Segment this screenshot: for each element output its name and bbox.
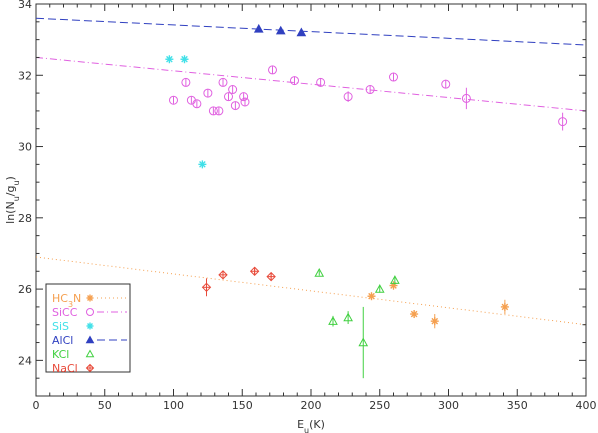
sicc-data-point xyxy=(389,72,398,82)
legend-label-nacl: NaCl xyxy=(52,362,78,375)
x-axis-label: Eu(K) xyxy=(297,418,325,433)
legend-label-sis: SiS xyxy=(52,320,69,333)
legend-marker-kcl xyxy=(85,349,95,358)
kcl-data-point xyxy=(358,306,369,379)
hc3n-fit-line xyxy=(36,256,586,326)
sicc-data-point xyxy=(290,76,299,86)
legend-label-kcl: KCl xyxy=(52,348,69,361)
alcl-data-point xyxy=(296,27,307,37)
hc3n-data-point xyxy=(389,281,398,290)
sicc-data-point xyxy=(203,88,213,98)
hc3n-data-point xyxy=(410,310,419,319)
sicc-data-point xyxy=(208,106,218,116)
sicc-data-point xyxy=(316,77,326,87)
x-tick-label: 350 xyxy=(507,399,528,412)
legend-marker-sicc xyxy=(86,308,94,316)
y-tick-label: 26 xyxy=(18,283,32,296)
hc3n-data-point xyxy=(500,299,509,315)
kcl-data-point xyxy=(343,311,353,325)
sis-data-point xyxy=(198,160,207,169)
sicc-data-point xyxy=(218,77,228,87)
sicc-data-point xyxy=(461,87,471,110)
legend-marker-hc3n xyxy=(86,294,94,302)
kcl-data-point xyxy=(390,275,400,285)
hc3n-data-point xyxy=(430,314,439,329)
x-tick-label: 150 xyxy=(232,399,253,412)
y-tick-label: 30 xyxy=(18,141,32,154)
y-tick-label: 32 xyxy=(18,69,32,82)
legend-label-hc3n: HC3N xyxy=(52,292,81,309)
x-tick-label: 0 xyxy=(33,399,40,412)
sicc-data-point xyxy=(268,65,277,75)
legend-marker-alcl xyxy=(85,335,95,344)
sicc-data-point xyxy=(558,112,568,131)
legend-label-sicc: SiCC xyxy=(52,306,78,319)
sicc-data-point xyxy=(181,77,191,87)
axis-ticks: 0 50 100 150 200 250 300 350 400 24 26 28 30 32 34 xyxy=(18,0,597,412)
legend-label-alcl: AlCl xyxy=(52,334,73,347)
x-tick-label: 300 xyxy=(438,399,459,412)
sicc-data-point xyxy=(343,91,353,102)
sicc-data-point xyxy=(240,97,250,107)
sis-data-point xyxy=(165,55,174,64)
sicc-fit-line xyxy=(36,56,586,112)
sicc-data-point xyxy=(230,101,240,111)
sicc-data-point xyxy=(441,79,451,89)
sicc-data-point xyxy=(192,99,202,109)
sicc-data-point xyxy=(224,92,233,102)
x-tick-label: 250 xyxy=(369,399,390,412)
y-tick-label: 24 xyxy=(18,354,32,367)
alcl-fit-line xyxy=(36,17,586,46)
y-tick-label: 34 xyxy=(18,0,32,11)
legend-marker-sis xyxy=(86,322,94,330)
y-axis-label: ln(Nu/gu) xyxy=(4,176,21,224)
alcl-data-point xyxy=(253,23,264,33)
nacl-data-point xyxy=(218,270,228,280)
x-tick-label: 50 xyxy=(98,399,112,412)
hc3n-data-point xyxy=(367,292,376,301)
nacl-data-point xyxy=(266,271,276,282)
legend-marker-nacl xyxy=(85,363,95,373)
alcl-data-point xyxy=(275,25,286,35)
kcl-data-point xyxy=(314,268,325,277)
kcl-data-point xyxy=(328,315,338,327)
x-tick-label: 100 xyxy=(163,399,184,412)
y-tick-label: 28 xyxy=(18,212,32,225)
sis-data-point xyxy=(180,55,189,64)
kcl-data-point xyxy=(374,284,385,293)
sicc-data-point xyxy=(365,85,375,95)
x-tick-label: 200 xyxy=(301,399,322,412)
sicc-data-point xyxy=(169,95,178,105)
x-tick-label: 400 xyxy=(576,399,597,412)
sicc-data-point xyxy=(214,106,224,116)
fit-lines xyxy=(36,17,586,326)
nacl-data-point xyxy=(249,266,260,276)
sicc-data-point xyxy=(239,92,249,102)
nacl-data-point xyxy=(201,278,212,297)
sicc-data-point xyxy=(228,85,238,95)
data-points xyxy=(165,23,568,379)
